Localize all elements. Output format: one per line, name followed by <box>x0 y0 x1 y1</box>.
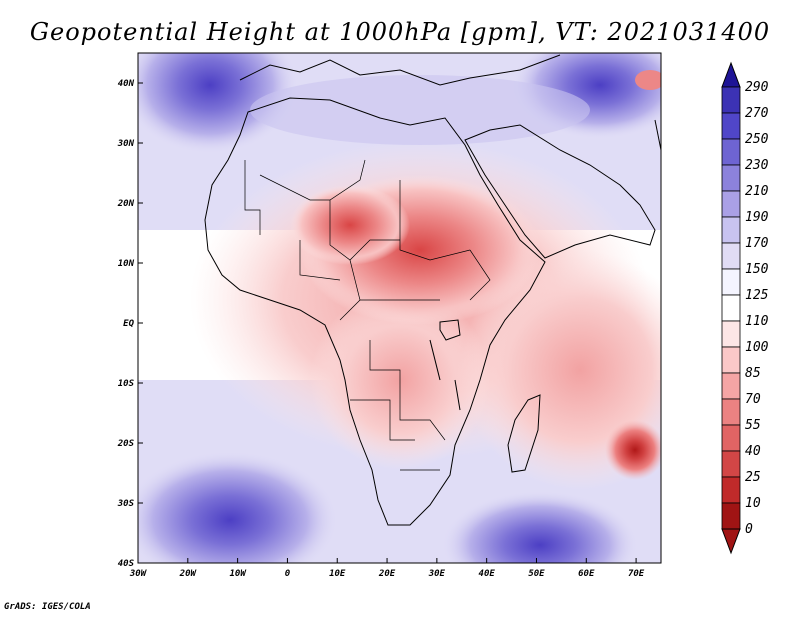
colorbar-segment <box>721 216 741 244</box>
lat-tick-label: 30N <box>117 139 135 149</box>
colorbar-segment <box>721 398 741 426</box>
colorbar-segment <box>721 424 741 452</box>
colorbar-segment <box>721 372 741 400</box>
colorbar-segment <box>721 294 741 322</box>
coastlines <box>204 54 661 526</box>
colorbar-segment <box>721 112 741 140</box>
colorbar-label: 100 <box>745 340 769 355</box>
chart-title: Geopotential Height at 1000hPa [gpm], VT… <box>29 18 771 46</box>
colorbar-label: 10 <box>745 496 761 511</box>
map-frame <box>137 52 662 564</box>
colorbar-top-arrow <box>721 61 741 88</box>
lat-tick-label: EQ <box>123 319 134 329</box>
colorbar-bottom-arrow <box>721 528 741 555</box>
colorbar-label: 250 <box>745 132 769 147</box>
country-borders <box>244 159 491 471</box>
lat-tick-label: 40S <box>118 559 135 569</box>
colorbar-segment <box>721 450 741 478</box>
africa-coast <box>204 97 546 526</box>
colorbar-segment <box>721 476 741 504</box>
arabia-coast <box>464 124 656 259</box>
colorbar-segment <box>721 346 741 374</box>
colorbar-segment <box>721 86 741 114</box>
lat-tick-label: 10S <box>118 379 135 389</box>
colorbar-segment <box>721 242 741 270</box>
lake-malawi <box>454 379 461 411</box>
latitude-axis: 40N 30N 20N 10N EQ 10S 20S 30S 40S <box>117 79 143 569</box>
lon-tick-label: 70E <box>628 569 645 579</box>
lake-victoria <box>439 319 461 341</box>
colorbar-label: 0 <box>745 522 753 537</box>
colorbar-label: 85 <box>745 366 761 381</box>
india-coast <box>654 119 661 151</box>
lon-tick-label: 30W <box>129 569 148 579</box>
colorbar-segment <box>721 502 741 530</box>
lon-tick-label: 50E <box>528 569 545 579</box>
colorbar-segment <box>721 320 741 348</box>
europe-coast <box>239 54 561 86</box>
colorbar-label: 55 <box>745 418 761 433</box>
colorbar-label: 125 <box>745 288 769 303</box>
lon-tick-label: 20W <box>179 569 198 579</box>
lon-tick-label: 0 <box>285 569 291 579</box>
colorbar-label: 270 <box>745 106 769 121</box>
colorbar-segment <box>721 268 741 296</box>
colorbar-label: 230 <box>745 158 769 173</box>
colorbar-label: 25 <box>745 470 761 485</box>
madagascar-coast <box>507 394 541 473</box>
colorbar-label: 170 <box>745 236 769 251</box>
colorbar-segment <box>721 190 741 218</box>
lake-tanganyika <box>429 339 441 381</box>
colorbar-label: 40 <box>745 444 761 459</box>
colorbar-label: 210 <box>745 184 769 199</box>
colorbar-segment <box>721 164 741 192</box>
lat-tick-label: 20S <box>117 439 135 449</box>
credit-text: GrADS: IGES/COLA <box>4 602 91 612</box>
longitude-axis: 30W 20W 10W 0 10E 20E 30E 40E 50E 60E 70E <box>129 558 645 579</box>
colorbar-segment <box>721 138 741 166</box>
lat-tick-label: 20N <box>117 199 135 209</box>
lon-tick-label: 40E <box>479 569 496 579</box>
height-field <box>138 53 661 563</box>
colorbar-label: 190 <box>745 210 769 225</box>
lat-tick-label: 30S <box>117 499 135 509</box>
lon-tick-label: 60E <box>578 569 595 579</box>
lon-tick-label: 10E <box>329 569 346 579</box>
colorbar-label: 110 <box>745 314 769 329</box>
lat-tick-label: 40N <box>118 79 135 89</box>
colorbar-label: 150 <box>745 262 769 277</box>
colorbar-label: 70 <box>745 392 761 407</box>
colorbar: 2902702502302101901701501251101008570554… <box>721 61 769 555</box>
lon-tick-label: 10W <box>229 569 247 579</box>
colorbar-label: 290 <box>745 80 769 95</box>
lat-tick-label: 10N <box>118 259 135 269</box>
lon-tick-label: 30E <box>428 569 446 579</box>
lon-tick-label: 20E <box>378 569 396 579</box>
